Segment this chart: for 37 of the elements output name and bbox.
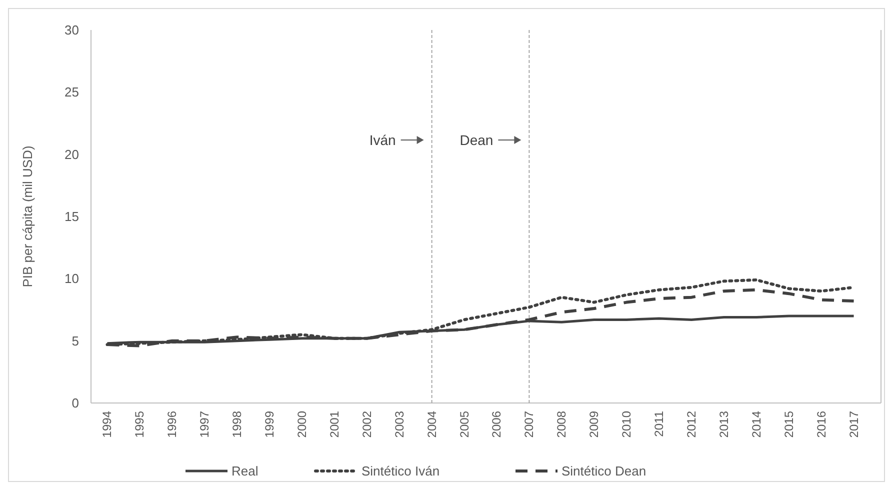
x-tick-label: 1999 bbox=[262, 410, 277, 438]
x-tick-label: 2003 bbox=[392, 410, 406, 438]
x-tick-label: 2007 bbox=[522, 410, 536, 438]
ref-line-label: Dean bbox=[460, 132, 494, 148]
x-tick-label: 2013 bbox=[716, 410, 731, 438]
y-tick-label: 5 bbox=[72, 333, 79, 348]
x-tick-label: 2014 bbox=[749, 410, 764, 438]
x-tick-label: 2012 bbox=[684, 410, 698, 438]
x-tick-label: 1998 bbox=[230, 410, 244, 438]
y-tick-label: 25 bbox=[64, 84, 79, 100]
y-tick-label: 0 bbox=[72, 396, 79, 411]
y-tick-label: 20 bbox=[64, 146, 79, 162]
x-tick-label: 2008 bbox=[554, 410, 569, 438]
y-tick-label: 15 bbox=[64, 209, 79, 224]
x-tick-label: 2017 bbox=[846, 410, 861, 438]
x-tick-label: 2011 bbox=[652, 410, 666, 437]
x-tick-label: 2002 bbox=[360, 410, 374, 438]
ref-line-label: Iván bbox=[369, 132, 396, 148]
x-tick-label: 2010 bbox=[620, 410, 634, 438]
x-tick-label: 2009 bbox=[587, 410, 602, 438]
x-tick-label: 2005 bbox=[457, 410, 472, 438]
x-tick-label: 2004 bbox=[424, 410, 439, 438]
x-tick-label: 1994 bbox=[100, 410, 114, 438]
legend-label: Real bbox=[232, 464, 258, 479]
x-tick-label: 2000 bbox=[294, 410, 309, 438]
x-tick-label: 1997 bbox=[198, 410, 212, 438]
legend-label: Sintético Iván bbox=[362, 464, 440, 479]
x-tick-label: 2001 bbox=[327, 410, 342, 438]
x-tick-label: 1996 bbox=[165, 410, 180, 438]
y-tick-label: 10 bbox=[64, 271, 79, 286]
legend-label: Sintético Dean bbox=[562, 464, 646, 479]
x-tick-label: 2006 bbox=[490, 410, 504, 438]
x-tick-label: 2015 bbox=[782, 410, 796, 438]
y-axis-title: PIB per cápita (mil USD) bbox=[20, 146, 35, 288]
x-tick-label: 2016 bbox=[814, 410, 828, 438]
x-tick-label: 1995 bbox=[132, 410, 147, 438]
y-tick-label: 30 bbox=[64, 22, 79, 38]
